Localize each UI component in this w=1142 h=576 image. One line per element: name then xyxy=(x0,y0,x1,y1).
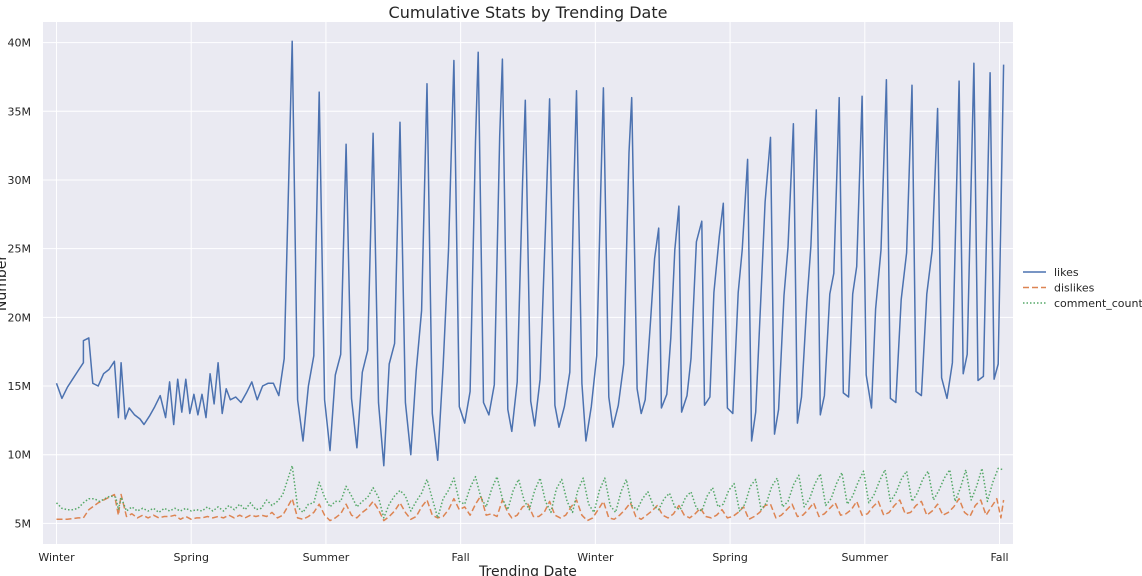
x-axis-label: Trending Date xyxy=(478,564,577,576)
y-axis-label: Number xyxy=(0,255,10,311)
chart-title: Cumulative Stats by Trending Date xyxy=(389,3,668,22)
y-tick-label: 5M xyxy=(15,517,32,530)
x-tick-label: Spring xyxy=(173,551,209,564)
y-tick-label: 35M xyxy=(8,105,32,118)
x-tick-label: Winter xyxy=(38,551,75,564)
x-tick-label: Fall xyxy=(452,551,470,564)
y-tick-label: 20M xyxy=(8,311,32,324)
y-tick-label: 15M xyxy=(8,380,32,393)
y-tick-label: 40M xyxy=(8,37,32,50)
legend-label: dislikes xyxy=(1054,282,1095,295)
x-tick-label: Winter xyxy=(577,551,614,564)
y-tick-label: 30M xyxy=(8,174,32,187)
legend: likes dislikes comment_count xyxy=(1023,266,1142,310)
tick-labels: 5M 10M 15M 20M 25M 30M 35M 40M Winter Spring Summe… xyxy=(8,37,1009,564)
x-tick-label: Summer xyxy=(841,551,888,564)
x-tick-label: Fall xyxy=(990,551,1008,564)
legend-label: likes xyxy=(1054,266,1079,279)
y-tick-label: 25M xyxy=(8,243,32,256)
x-tick-label: Summer xyxy=(303,551,350,564)
series-line-dislikes xyxy=(56,493,1005,522)
series-layer xyxy=(55,40,1005,522)
x-tick-label: Spring xyxy=(712,551,748,564)
legend-label: comment_count xyxy=(1054,297,1142,310)
series-line-comment-count xyxy=(55,464,1004,519)
series-line-likes xyxy=(55,40,1005,467)
y-tick-label: 10M xyxy=(8,449,32,462)
